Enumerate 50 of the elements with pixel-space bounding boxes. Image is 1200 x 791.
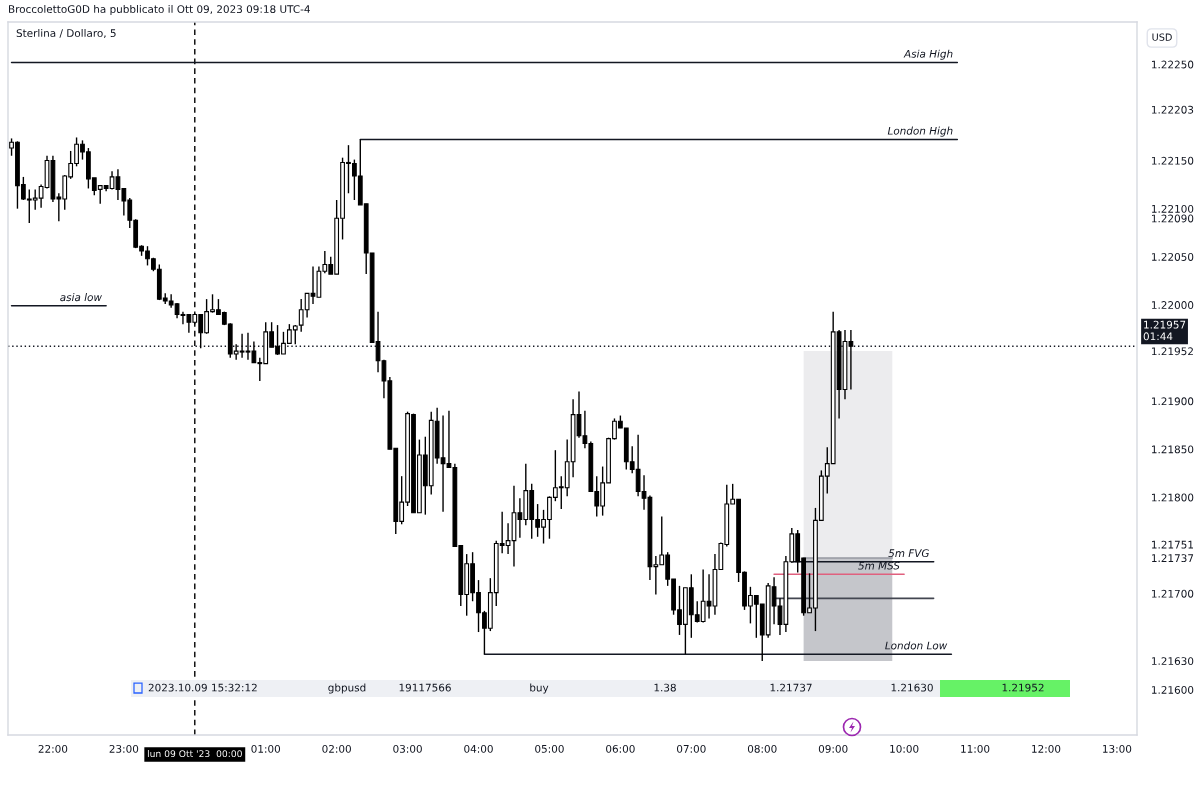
- ref-line-label: 1.21957 01:44: [1143, 320, 1186, 341]
- series-label: 5m FVG: [888, 549, 929, 558]
- y-tick-label: 1.21900: [1152, 397, 1194, 406]
- x-tick-label: 05:00: [535, 744, 564, 753]
- x-tick-label: 09:00: [818, 744, 848, 753]
- y-tick-label: 1.22050: [1152, 253, 1194, 261]
- series-label: London Low: [885, 641, 948, 650]
- text: USD: [1152, 33, 1172, 41]
- ref-line-label: lun 09 Ott '23 00:00: [147, 750, 242, 758]
- annotation: 1.21737: [770, 683, 812, 692]
- y-tick-label: 1.22150: [1152, 156, 1194, 165]
- series-label: Asia High: [903, 49, 953, 60]
- x-tick-label: 23:00: [109, 744, 139, 753]
- y-tick-label: 1.21800: [1152, 493, 1194, 502]
- y-tick-label: 1.22090: [1152, 214, 1194, 223]
- y-tick-label: 1.21952: [1152, 347, 1193, 356]
- series-label: 5m MSS: [858, 561, 900, 570]
- x-tick-label: 08:00: [747, 744, 777, 753]
- y-tick-label: 1.22000: [1152, 301, 1194, 309]
- annotation: buy: [530, 683, 549, 694]
- x-tick-label: 02:00: [322, 744, 351, 753]
- annotation: 1.21952: [1002, 683, 1044, 692]
- y-tick-label: 1.21630: [1152, 657, 1194, 666]
- x-tick-label: 13:00: [1103, 744, 1132, 753]
- annotation: 19117566: [399, 683, 451, 692]
- x-tick-label: 04:00: [464, 744, 493, 753]
- annotation: 1.38: [654, 683, 676, 692]
- y-tick-label: 1.22100: [1152, 204, 1194, 213]
- y-tick-label: 1.22250: [1152, 60, 1194, 69]
- y-tick-label: 1.21751: [1152, 540, 1193, 549]
- annotation: 1.21630: [891, 683, 933, 692]
- x-tick-label: 03:00: [393, 744, 422, 753]
- x-tick-label: 11:00: [961, 744, 990, 753]
- series-label: asia low: [60, 293, 102, 302]
- y-tick-label: 1.21850: [1152, 445, 1194, 454]
- x-tick-label: 06:00: [606, 744, 635, 753]
- x-tick-label: 12:00: [1032, 744, 1061, 753]
- annotation: 2023.10.09 15:32:12: [148, 683, 257, 692]
- text: BroccolettoG0D ha pubblicato il Ott 09, 2023 09:18 UTC-4: [9, 4, 310, 16]
- x-tick-label: 10:00: [890, 744, 919, 753]
- annotation: gbpusd: [328, 683, 366, 694]
- x-tick-label: 01:00: [251, 744, 281, 753]
- y-tick-label: 1.21737: [1152, 554, 1194, 563]
- x-tick-label: 07:00: [676, 744, 706, 753]
- y-tick-label: 1.21600: [1152, 686, 1194, 694]
- y-tick-label: 1.21700: [1152, 589, 1194, 598]
- text: Sterlina / Dollaro, 5: [16, 28, 116, 39]
- series-label: London High: [887, 126, 953, 137]
- x-tick-label: 22:00: [38, 744, 68, 753]
- y-tick-label: 1.22203: [1152, 105, 1194, 114]
